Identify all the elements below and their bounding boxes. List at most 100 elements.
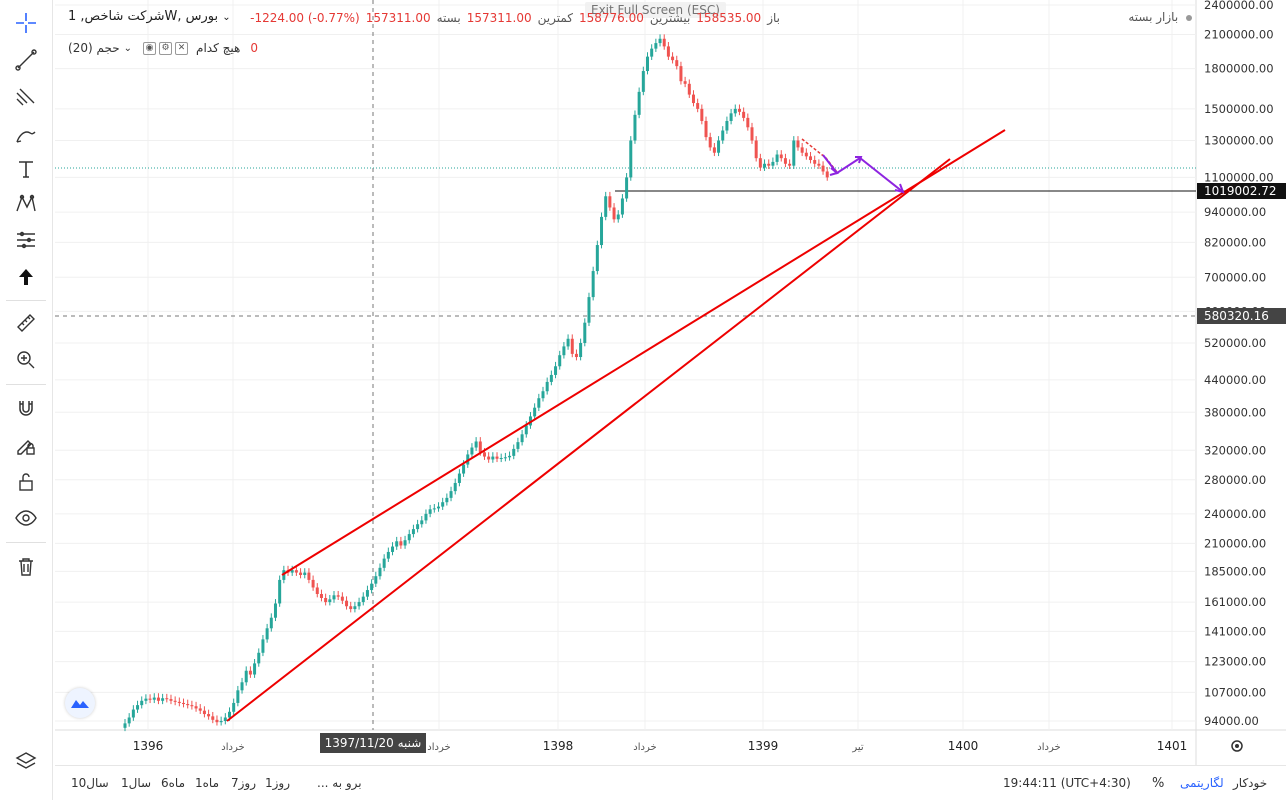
candle-body — [211, 716, 215, 720]
magnet-icon[interactable] — [8, 394, 44, 424]
candle-body — [671, 56, 675, 61]
trash-icon[interactable] — [8, 552, 44, 582]
eye-icon[interactable] — [8, 503, 44, 533]
candle-body — [449, 491, 453, 498]
candle-body — [591, 271, 595, 298]
percent-toggle[interactable]: % — [1152, 776, 1165, 791]
candle-body — [186, 704, 190, 706]
candle-body — [219, 721, 223, 723]
candle-body — [499, 458, 503, 460]
chevron-down-icon[interactable]: ⌄ — [123, 42, 133, 54]
layers-icon[interactable] — [14, 750, 38, 774]
candle-body — [253, 663, 257, 675]
candle-body — [437, 506, 440, 509]
status-dot-icon — [1186, 15, 1192, 21]
candle-body — [666, 46, 670, 57]
candle-body — [658, 38, 662, 44]
range-7d[interactable]: 7روز — [231, 776, 257, 790]
chart-settings-icon[interactable] — [1231, 740, 1243, 752]
ruler-icon[interactable] — [8, 308, 44, 338]
close-small-icon[interactable]: ✕ — [175, 41, 189, 55]
candle-body — [294, 570, 298, 573]
log-toggle[interactable]: لگاریتمی — [1180, 776, 1224, 790]
price-chart[interactable]: 2400000.00 2100000.00 1800000.00 1500000.00… — [55, 0, 1286, 765]
candle-body — [533, 407, 537, 417]
candle-body — [742, 111, 746, 118]
candle-body — [223, 717, 227, 721]
candle-body — [662, 38, 666, 47]
logo-icon[interactable] — [65, 688, 95, 718]
candle-body — [750, 127, 754, 141]
support-price-label: 1019002.72 — [1204, 184, 1277, 198]
candle-body — [365, 590, 369, 597]
candle-body — [675, 60, 679, 67]
candle-body — [478, 441, 482, 453]
lock-draw-icon[interactable] — [8, 430, 44, 460]
x-tick-label: 1400 — [948, 739, 979, 753]
candle-body — [399, 541, 403, 546]
drawing-toolbar — [0, 0, 53, 800]
pattern-icon[interactable] — [8, 189, 44, 219]
candle-body — [641, 71, 645, 92]
auto-toggle[interactable]: خودکار — [1233, 776, 1268, 790]
arrowhead-icon — [894, 183, 905, 194]
eye-small-icon[interactable]: ◉ — [143, 41, 157, 55]
candle-body — [721, 130, 725, 141]
y-tick-label: 141000.00 — [1204, 624, 1266, 638]
purple-projection-path[interactable] — [822, 154, 904, 193]
crosshair-date-label: شنبه 1397/11/20 — [325, 736, 422, 750]
settings-small-icon[interactable]: ⚙ — [159, 41, 173, 55]
candle-body — [198, 708, 202, 711]
candle-body — [332, 595, 336, 600]
exit-fullscreen-button[interactable]: Exit Full Screen (ESC) — [585, 2, 726, 18]
open-value: 158535.00 — [696, 11, 762, 25]
candle-body — [386, 551, 390, 559]
range-1y[interactable]: 1سال — [121, 776, 152, 790]
fib-icon[interactable] — [8, 82, 44, 112]
candle-body — [328, 599, 332, 603]
candle-body — [512, 448, 516, 456]
candle-body — [441, 502, 445, 507]
trendline-lower[interactable] — [226, 158, 951, 722]
y-tick-label: 2400000.00 — [1204, 0, 1274, 12]
close-label: بسته — [436, 11, 461, 25]
candle-body — [131, 709, 135, 718]
y-tick-label: 380000.00 — [1204, 405, 1266, 419]
y-tick-label: 210000.00 — [1204, 536, 1266, 550]
text-icon[interactable] — [8, 154, 44, 184]
candle-body — [825, 171, 829, 178]
prediction-icon[interactable] — [8, 225, 44, 255]
volume-label[interactable]: حجم (20) — [68, 41, 120, 55]
candle-body — [345, 600, 349, 607]
candle-body — [708, 137, 712, 148]
candle-body — [144, 698, 148, 701]
chevron-down-icon[interactable]: ⌄ — [222, 12, 231, 23]
candle-body — [516, 442, 520, 449]
candle-body — [411, 529, 415, 535]
goto-date-button[interactable]: ... برو به — [317, 776, 362, 790]
candle-body — [420, 520, 424, 525]
symbol-title[interactable]: شرکت شاخص, 1W, بورس ⌄ — [68, 9, 231, 24]
range-6m[interactable]: 6ماه — [161, 776, 186, 790]
clock-timezone[interactable]: 19:44:11 (UTC+4:30) — [1003, 776, 1131, 790]
trendline-icon[interactable] — [8, 45, 44, 75]
range-1d[interactable]: 1روز — [265, 776, 291, 790]
candle-body — [629, 140, 633, 178]
candle-body — [173, 700, 177, 702]
candle-body — [558, 355, 562, 367]
unlock-icon[interactable] — [8, 467, 44, 497]
plot-area — [55, 0, 1196, 730]
brush-icon[interactable] — [8, 119, 44, 149]
candle-body — [817, 163, 821, 166]
range-10y[interactable]: 10سال — [71, 776, 109, 790]
x-tick-label: 1396 — [133, 739, 164, 753]
candle-body — [612, 207, 616, 220]
range-1m[interactable]: 1ماه — [195, 776, 220, 790]
trendline-upper[interactable] — [281, 129, 1006, 576]
zoom-in-icon[interactable] — [8, 345, 44, 375]
candle-body — [324, 598, 328, 603]
crosshair-icon[interactable] — [8, 8, 44, 38]
arrow-up-icon[interactable] — [8, 262, 44, 292]
candle-body — [771, 161, 775, 166]
candle-body — [182, 702, 186, 705]
